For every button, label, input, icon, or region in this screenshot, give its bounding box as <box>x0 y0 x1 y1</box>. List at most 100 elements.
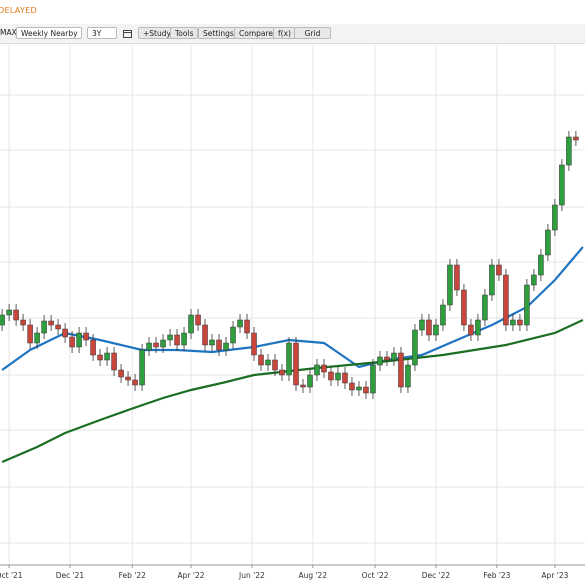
candle-body <box>69 336 75 348</box>
fx-button[interactable]: f(x) <box>273 27 296 39</box>
candle-body <box>20 319 26 326</box>
tools-button[interactable]: Tools <box>170 27 199 39</box>
candle-body <box>363 386 369 394</box>
candle-body <box>195 314 201 326</box>
toolbar: MAX Weekly Nearby 3Y +Study Tools Settin… <box>0 24 585 44</box>
candle-body <box>475 319 481 336</box>
candle-body <box>433 324 439 336</box>
candle-body <box>279 369 285 376</box>
x-tick-label: Feb '22 <box>119 571 146 580</box>
candle-body <box>356 386 362 391</box>
moving-average-line <box>1 319 584 464</box>
candle-body <box>545 229 551 256</box>
candle-body <box>13 309 19 321</box>
period-select[interactable]: 3Y <box>87 27 117 39</box>
candle-body <box>307 374 313 388</box>
candle-body <box>48 320 54 326</box>
x-tick-label: Feb '23 <box>483 571 510 580</box>
candle-body <box>482 294 488 321</box>
candle-body <box>286 342 292 376</box>
candle-body <box>125 376 131 381</box>
x-tick-label: Aug '22 <box>298 571 327 580</box>
candle-body <box>160 339 166 348</box>
candle-body <box>132 379 138 386</box>
status-label: DELAYED <box>0 6 37 15</box>
grid-button[interactable]: Grid <box>294 27 331 39</box>
candle-body <box>41 320 47 334</box>
candle-body <box>104 352 110 361</box>
candle-body <box>167 334 173 341</box>
x-tick-label: Apr '23 <box>541 571 568 580</box>
candle-body <box>118 369 124 378</box>
candle-body <box>62 328 68 338</box>
candle-body <box>272 359 278 371</box>
candle-body <box>566 136 572 166</box>
range-label[interactable]: MAX <box>0 28 17 37</box>
candle-body <box>412 329 418 366</box>
candle-body <box>489 264 495 296</box>
candle-body <box>517 319 523 326</box>
candle-body <box>6 309 12 316</box>
candle-body <box>293 342 299 386</box>
moving-average-line <box>1 246 584 371</box>
candle-body <box>230 326 236 344</box>
candle-body <box>328 371 334 381</box>
candle-body <box>27 324 33 344</box>
candle-body <box>461 289 467 326</box>
candle-body <box>90 339 96 356</box>
candle-body <box>447 264 453 306</box>
candle-body <box>419 319 425 331</box>
x-tick-label: Dec '22 <box>422 571 451 580</box>
candle-body <box>496 264 502 276</box>
candle-body <box>531 274 537 286</box>
candle-body <box>139 349 145 386</box>
candle-body <box>538 254 544 276</box>
candle-body <box>76 332 82 348</box>
candle-body <box>202 324 208 346</box>
candle-body <box>573 136 579 141</box>
candle-body <box>55 324 61 330</box>
candle-body <box>454 264 460 291</box>
candle-body <box>552 204 558 231</box>
candle-body <box>335 372 341 381</box>
candle-body <box>510 319 516 326</box>
candle-body <box>384 356 390 361</box>
candle-body <box>321 364 327 373</box>
candle-body <box>370 364 376 394</box>
calendar-icon[interactable] <box>123 29 132 38</box>
x-tick-label: Dec '21 <box>56 571 85 580</box>
candle-body <box>83 332 89 341</box>
candle-body <box>349 382 355 391</box>
candle-body <box>181 332 187 346</box>
settings-button[interactable]: Settings <box>198 27 239 39</box>
x-tick-label: Oct '21 <box>0 571 23 580</box>
candle-body <box>398 352 404 388</box>
frequency-select[interactable]: Weekly Nearby <box>16 27 82 39</box>
candle-body <box>265 359 271 366</box>
candle-body <box>524 284 530 326</box>
candle-body <box>468 324 474 336</box>
candle-body <box>244 319 250 334</box>
candle-body <box>559 164 565 206</box>
study-button[interactable]: +Study <box>138 27 176 39</box>
x-tick-label: Apr '22 <box>178 571 205 580</box>
candle-body <box>237 319 243 328</box>
candle-body <box>300 384 306 388</box>
compare-button[interactable]: Compare <box>234 27 279 39</box>
candle-body <box>251 332 257 356</box>
candle-body <box>342 372 348 384</box>
candle-body <box>34 332 40 344</box>
candle-body <box>146 342 152 351</box>
candle-body <box>405 364 411 388</box>
candle-body <box>97 354 103 361</box>
candle-body <box>153 342 159 348</box>
candle-body <box>111 352 117 371</box>
candle-body <box>377 356 383 366</box>
x-tick-label: Oct '22 <box>362 571 389 580</box>
candle-body <box>314 364 320 376</box>
candle-body <box>391 352 397 361</box>
candle-body <box>188 314 194 334</box>
candle-body <box>174 334 180 346</box>
candle-body <box>503 274 509 326</box>
